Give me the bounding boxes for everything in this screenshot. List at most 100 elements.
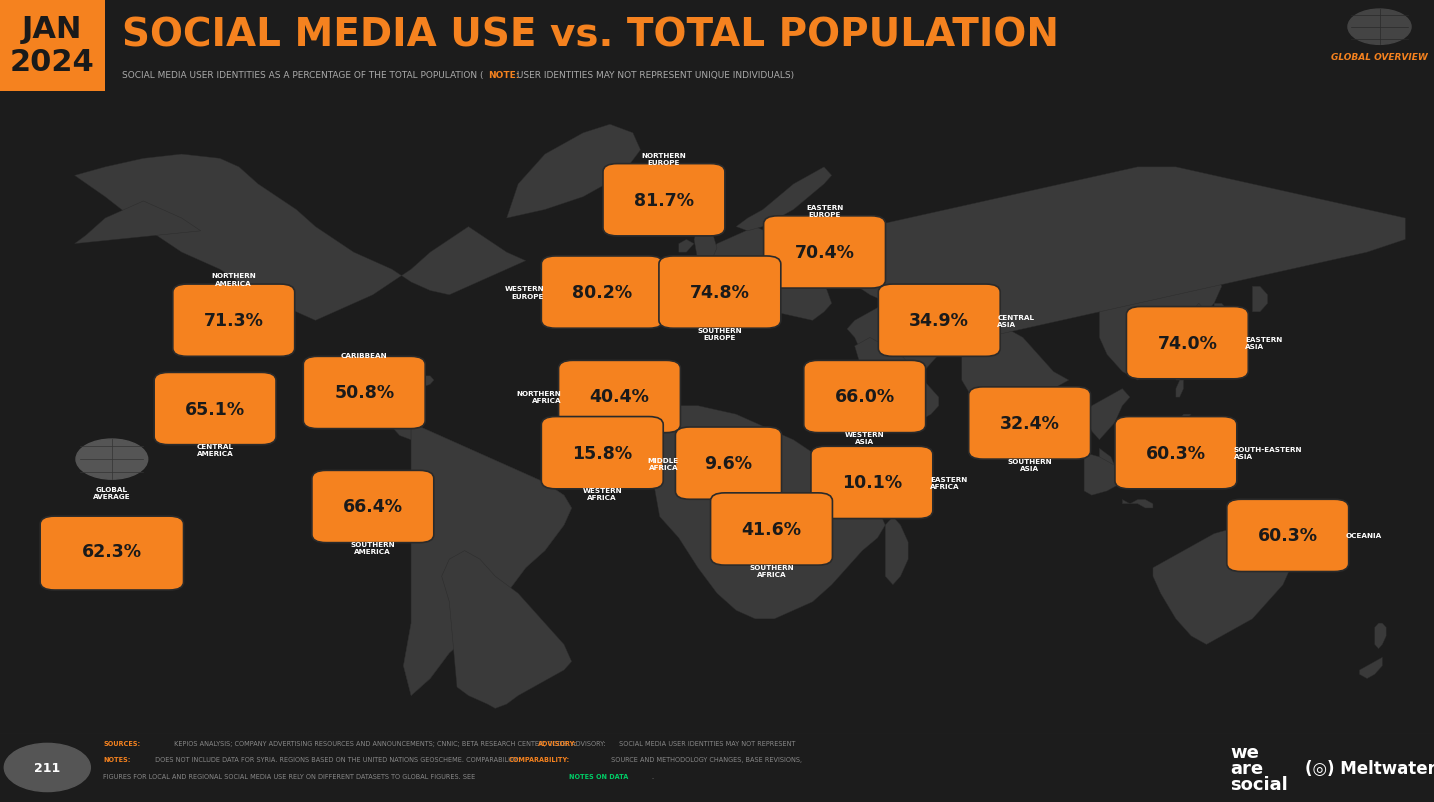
Text: EASTERN
ASIA: EASTERN ASIA — [1245, 337, 1282, 350]
FancyBboxPatch shape — [0, 0, 105, 92]
Text: SOUTH-EASTERN
ASIA: SOUTH-EASTERN ASIA — [1233, 447, 1302, 460]
Polygon shape — [736, 168, 832, 232]
Text: 60.3%: 60.3% — [1258, 527, 1318, 545]
Text: GLOBAL
AVERAGE: GLOBAL AVERAGE — [93, 486, 130, 500]
Text: SOCIAL MEDIA USE vs. TOTAL POPULATION: SOCIAL MEDIA USE vs. TOTAL POPULATION — [122, 16, 1058, 54]
Polygon shape — [916, 278, 1022, 346]
FancyBboxPatch shape — [812, 447, 932, 519]
Polygon shape — [1359, 658, 1382, 678]
FancyBboxPatch shape — [602, 164, 724, 237]
FancyBboxPatch shape — [174, 285, 295, 357]
FancyBboxPatch shape — [675, 427, 782, 500]
Text: JAN
2024: JAN 2024 — [10, 15, 95, 77]
FancyBboxPatch shape — [1116, 417, 1236, 489]
Text: 40.4%: 40.4% — [589, 388, 650, 406]
Text: 34.9%: 34.9% — [909, 312, 969, 330]
FancyBboxPatch shape — [311, 471, 433, 543]
Polygon shape — [1192, 304, 1215, 330]
Text: CENTRAL
ASIA: CENTRAL ASIA — [998, 314, 1034, 327]
Text: 32.4%: 32.4% — [999, 415, 1060, 432]
Polygon shape — [678, 240, 694, 253]
Text: COMPARABILITY:: COMPARABILITY: — [509, 756, 571, 763]
Polygon shape — [694, 227, 717, 261]
FancyBboxPatch shape — [0, 734, 1434, 802]
Text: 66.4%: 66.4% — [343, 498, 403, 516]
Polygon shape — [885, 516, 908, 585]
Text: SOCIAL MEDIA USER IDENTITIES MAY NOT REPRESENT: SOCIAL MEDIA USER IDENTITIES MAY NOT REP… — [617, 740, 794, 747]
Circle shape — [76, 439, 148, 480]
FancyBboxPatch shape — [658, 257, 780, 329]
Text: 211: 211 — [34, 761, 60, 774]
FancyBboxPatch shape — [558, 361, 680, 433]
Text: NORTHERN
AMERICA: NORTHERN AMERICA — [211, 273, 257, 286]
Text: ADVISORY:: ADVISORY: — [538, 740, 576, 747]
Polygon shape — [847, 295, 946, 389]
Text: USER IDENTITIES MAY NOT REPRESENT UNIQUE INDIVIDUALS): USER IDENTITIES MAY NOT REPRESENT UNIQUE… — [515, 71, 794, 80]
Polygon shape — [1084, 453, 1130, 496]
Text: 65.1%: 65.1% — [185, 400, 245, 418]
Text: SOUTHERN
EUROPE: SOUTHERN EUROPE — [697, 327, 743, 341]
Text: 81.7%: 81.7% — [634, 192, 694, 209]
FancyBboxPatch shape — [40, 516, 184, 590]
Text: OCEANIA: OCEANIA — [1345, 533, 1382, 539]
Text: NORTHERN
AFRICA: NORTHERN AFRICA — [516, 391, 561, 403]
Text: 15.8%: 15.8% — [572, 444, 632, 462]
Polygon shape — [962, 313, 1068, 423]
Text: (◎) Meltwater: (◎) Meltwater — [1305, 759, 1434, 777]
Polygon shape — [442, 551, 572, 708]
Polygon shape — [1375, 623, 1387, 649]
Polygon shape — [1176, 368, 1183, 381]
Text: 71.3%: 71.3% — [204, 312, 264, 330]
Text: MIDDLE
AFRICA: MIDDLE AFRICA — [647, 457, 678, 470]
FancyBboxPatch shape — [155, 373, 275, 445]
Text: NOTES ON DATA: NOTES ON DATA — [569, 772, 628, 779]
Text: SOUTHERN
AMERICA: SOUTHERN AMERICA — [350, 541, 396, 555]
Polygon shape — [1123, 500, 1153, 508]
Text: 60.3%: 60.3% — [1146, 444, 1206, 462]
Polygon shape — [855, 338, 939, 423]
FancyBboxPatch shape — [969, 387, 1090, 460]
Text: NOTES:: NOTES: — [103, 756, 130, 763]
Text: 74.0%: 74.0% — [1157, 334, 1217, 352]
Text: 74.8%: 74.8% — [690, 284, 750, 302]
Text: SOUTHERN
AFRICA: SOUTHERN AFRICA — [749, 564, 794, 577]
Polygon shape — [648, 406, 885, 619]
Text: SOCIAL MEDIA USER IDENTITIES AS A PERCENTAGE OF THE TOTAL POPULATION (: SOCIAL MEDIA USER IDENTITIES AS A PERCEN… — [122, 71, 483, 80]
Polygon shape — [1100, 449, 1114, 474]
Text: we: we — [1230, 743, 1259, 761]
Text: DOES NOT INCLUDE DATA FOR SYRIA. REGIONS BASED ON THE UNITED NATIONS GEOSCHEME. : DOES NOT INCLUDE DATA FOR SYRIA. REGIONS… — [153, 756, 519, 763]
Text: WESTERN
AFRICA: WESTERN AFRICA — [582, 488, 622, 501]
Polygon shape — [1252, 287, 1268, 313]
Polygon shape — [625, 184, 667, 206]
FancyBboxPatch shape — [763, 217, 885, 289]
Text: EASTERN
EUROPE: EASTERN EUROPE — [806, 205, 843, 218]
Text: are: are — [1230, 759, 1263, 777]
Text: CARIBBEAN: CARIBBEAN — [341, 353, 387, 358]
Polygon shape — [1176, 381, 1183, 398]
FancyBboxPatch shape — [541, 257, 663, 329]
Polygon shape — [1022, 431, 1027, 449]
Polygon shape — [403, 423, 572, 696]
Text: 41.6%: 41.6% — [741, 520, 802, 538]
Circle shape — [1348, 10, 1411, 45]
FancyBboxPatch shape — [1228, 500, 1348, 572]
Text: FIGURES FOR LOCAL AND REGIONAL SOCIAL MEDIA USE RELY ON DIFFERENT DATASETS TO GL: FIGURES FOR LOCAL AND REGIONAL SOCIAL ME… — [103, 772, 478, 779]
Text: SOUTHERN
ASIA: SOUTHERN ASIA — [1007, 458, 1053, 472]
Text: 66.0%: 66.0% — [835, 388, 895, 406]
Polygon shape — [366, 402, 423, 440]
FancyBboxPatch shape — [105, 0, 1434, 92]
Text: NORTHERN
EUROPE: NORTHERN EUROPE — [641, 152, 687, 166]
Polygon shape — [396, 376, 435, 389]
Text: CENTRAL
AMERICA: CENTRAL AMERICA — [196, 444, 234, 457]
FancyBboxPatch shape — [803, 361, 926, 433]
FancyBboxPatch shape — [541, 417, 663, 489]
Polygon shape — [1153, 525, 1298, 645]
Text: EASTERN
AFRICA: EASTERN AFRICA — [929, 476, 967, 489]
Text: WESTERN
ASIA: WESTERN ASIA — [845, 431, 885, 445]
Text: 9.6%: 9.6% — [704, 455, 753, 472]
Text: NOTE:: NOTE: — [488, 71, 519, 80]
Polygon shape — [403, 423, 572, 696]
Text: social: social — [1230, 776, 1288, 793]
Text: 10.1%: 10.1% — [842, 474, 902, 492]
Text: GLOBAL OVERVIEW: GLOBAL OVERVIEW — [1331, 53, 1428, 62]
